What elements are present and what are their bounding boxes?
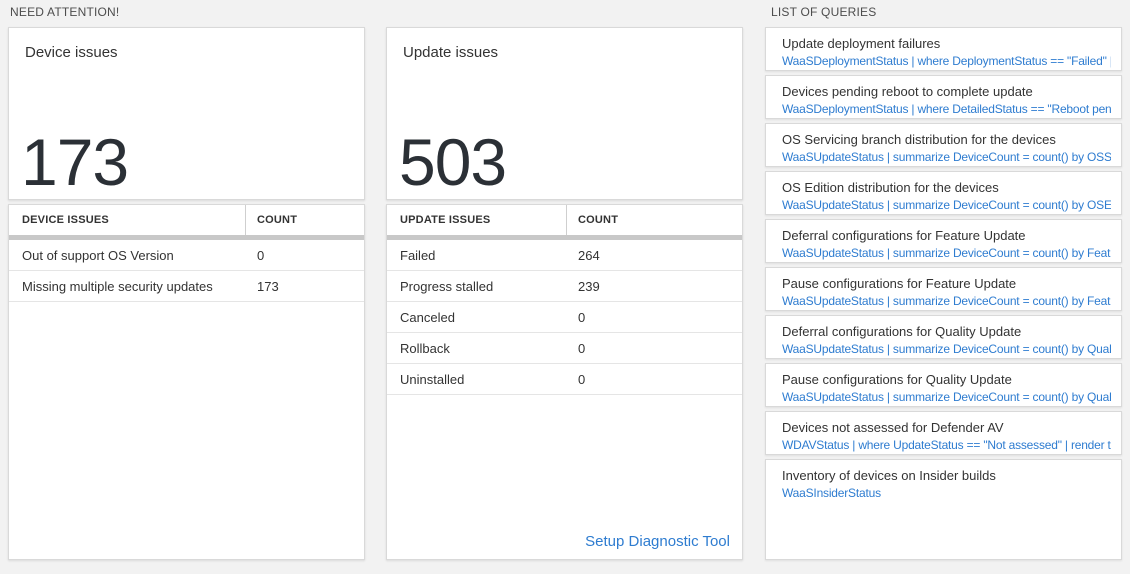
query-title: Pause configurations for Quality Update — [782, 372, 1012, 387]
query-text: WaaSUpdateStatus | summarize DeviceCount… — [782, 342, 1111, 356]
table-row[interactable]: Rollback 0 — [387, 333, 742, 364]
query-text: WDAVStatus | where UpdateStatus == "Not … — [782, 438, 1111, 452]
table-header-divider-bar — [9, 235, 364, 240]
query-list-item[interactable]: Pause configurations for Feature Update … — [765, 267, 1122, 311]
column-header-count: COUNT — [578, 214, 619, 226]
issue-count: 0 — [257, 247, 265, 263]
query-list-item[interactable]: Update deployment failures WaaSDeploymen… — [765, 27, 1122, 71]
query-list-item[interactable]: Pause configurations for Quality Update … — [765, 363, 1122, 407]
setup-diagnostic-tool-link[interactable]: Setup Diagnostic Tool — [585, 533, 730, 550]
update-issues-table: UPDATE ISSUES COUNT Failed 264 Progress … — [386, 204, 743, 560]
device-issues-count-value: 173 — [21, 124, 129, 199]
query-text: WaaSInsiderStatus — [782, 486, 881, 500]
query-list-item[interactable]: OS Edition distribution for the devices … — [765, 171, 1122, 215]
query-title: Devices pending reboot to complete updat… — [782, 84, 1033, 99]
table-row[interactable]: Uninstalled 0 — [387, 364, 742, 395]
device-issues-tile[interactable]: Device issues 173 — [8, 27, 365, 200]
table-header-divider-bar — [387, 235, 742, 240]
query-text: WaaSUpdateStatus | summarize DeviceCount… — [782, 294, 1111, 308]
query-list-item[interactable]: Deferral configurations for Quality Upda… — [765, 315, 1122, 359]
issue-count: 0 — [578, 371, 586, 387]
update-issues-tile-title: Update issues — [403, 44, 499, 61]
column-header-update-issues: UPDATE ISSUES — [387, 205, 567, 235]
query-title: Deferral configurations for Quality Upda… — [782, 324, 1022, 339]
query-title: Update deployment failures — [782, 36, 941, 51]
table-row[interactable]: Failed 264 — [387, 240, 742, 271]
update-issues-count-value: 503 — [399, 124, 507, 199]
issue-label: Uninstalled — [400, 371, 465, 387]
table-row[interactable]: Out of support OS Version 0 — [9, 240, 364, 271]
query-text: WaaSUpdateStatus | summarize DeviceCount… — [782, 150, 1111, 164]
query-list-item[interactable]: Devices not assessed for Defender AV WDA… — [765, 411, 1122, 455]
query-text: WaaSUpdateStatus | summarize DeviceCount… — [782, 246, 1111, 260]
query-text: WaaSUpdateStatus | summarize DeviceCount… — [782, 390, 1111, 404]
column-header-device-issues: DEVICE ISSUES — [9, 205, 246, 235]
query-text: WaaSDeploymentStatus | where DetailedSta… — [782, 102, 1111, 116]
issue-count: 264 — [578, 247, 600, 263]
device-issues-table-header: DEVICE ISSUES COUNT — [9, 205, 364, 235]
table-row[interactable]: Missing multiple security updates 173 — [9, 271, 364, 302]
query-list-item[interactable]: Deferral configurations for Feature Upda… — [765, 219, 1122, 263]
issue-label: Missing multiple security updates — [22, 278, 213, 294]
query-text: WaaSUpdateStatus | summarize DeviceCount… — [782, 198, 1111, 212]
device-issues-tile-title: Device issues — [25, 44, 118, 61]
column-header-count: COUNT — [257, 214, 298, 226]
query-title: Pause configurations for Feature Update — [782, 276, 1017, 291]
query-list-item[interactable]: OS Servicing branch distribution for the… — [765, 123, 1122, 167]
query-title: OS Servicing branch distribution for the… — [782, 132, 1056, 147]
issue-label: Out of support OS Version — [22, 247, 174, 263]
table-row[interactable]: Progress stalled 239 — [387, 271, 742, 302]
query-title: Inventory of devices on Insider builds — [782, 468, 996, 483]
query-title: Devices not assessed for Defender AV — [782, 420, 1004, 435]
issue-count: 0 — [578, 340, 586, 356]
need-attention-section-title: NEED ATTENTION! — [10, 5, 120, 19]
issue-count: 0 — [578, 309, 586, 325]
issue-label: Rollback — [400, 340, 450, 356]
device-issues-table: DEVICE ISSUES COUNT Out of support OS Ve… — [8, 204, 365, 560]
query-title: Deferral configurations for Feature Upda… — [782, 228, 1026, 243]
query-title: OS Edition distribution for the devices — [782, 180, 999, 195]
issue-count: 173 — [257, 278, 279, 294]
table-row[interactable]: Canceled 0 — [387, 302, 742, 333]
issue-count: 239 — [578, 278, 600, 294]
update-issues-table-header: UPDATE ISSUES COUNT — [387, 205, 742, 235]
issue-label: Progress stalled — [400, 278, 494, 294]
list-of-queries-section-title: LIST OF QUERIES — [771, 5, 877, 19]
query-list-item[interactable]: Devices pending reboot to complete updat… — [765, 75, 1122, 119]
query-list-item[interactable]: Inventory of devices on Insider builds W… — [765, 459, 1122, 560]
issue-label: Canceled — [400, 309, 455, 325]
issue-label: Failed — [400, 247, 436, 263]
update-issues-tile[interactable]: Update issues 503 — [386, 27, 743, 200]
query-text: WaaSDeploymentStatus | where DeploymentS… — [782, 54, 1111, 68]
